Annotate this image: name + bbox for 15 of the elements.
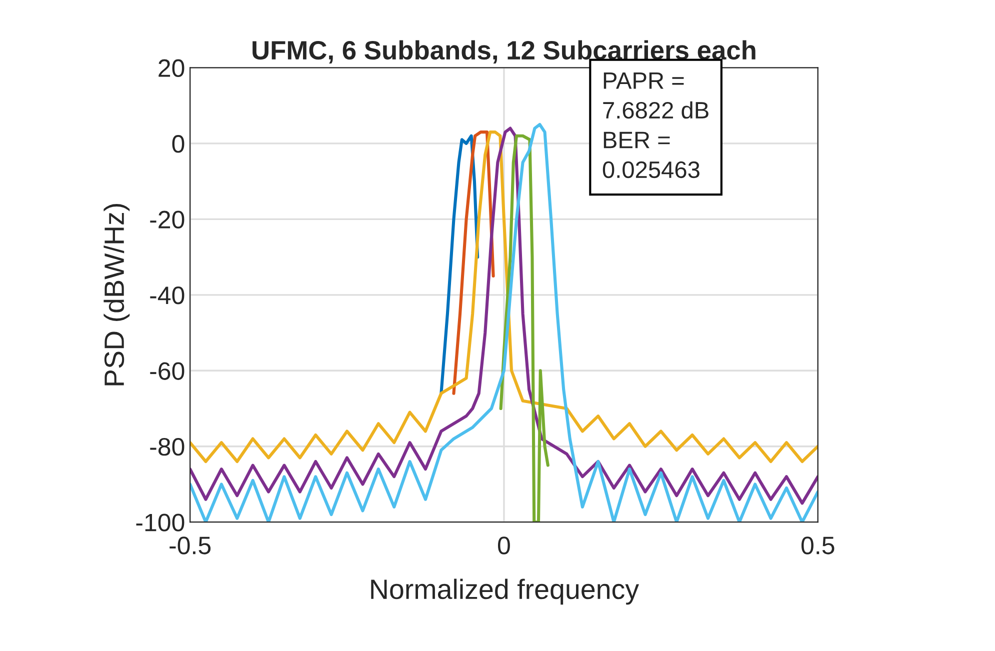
y-tick-label: 0 (172, 135, 184, 153)
x-tick-label: 0 (498, 536, 510, 554)
line-series (499, 134, 550, 522)
y-tick-label: -40 (150, 286, 184, 304)
y-tick-label: 20 (158, 59, 184, 78)
chart-title: UFMC, 6 Subbands, 12 Subcarriers each (252, 40, 756, 64)
y-tick-label: -60 (150, 362, 184, 380)
y-tick-label: -100 (136, 514, 184, 532)
x-tick-label: -0.5 (170, 536, 211, 554)
x-axis-title: Normalized frequency (371, 578, 640, 605)
y-axis-title: PSD (dBW/Hz) (104, 204, 130, 386)
x-tick-label: 0.5 (801, 536, 834, 554)
annotation: PAPR = 7.6822 dB BER = 0.025463 (602, 72, 708, 178)
y-tick-label: -20 (150, 210, 184, 228)
y-tick-label: -80 (150, 438, 184, 456)
